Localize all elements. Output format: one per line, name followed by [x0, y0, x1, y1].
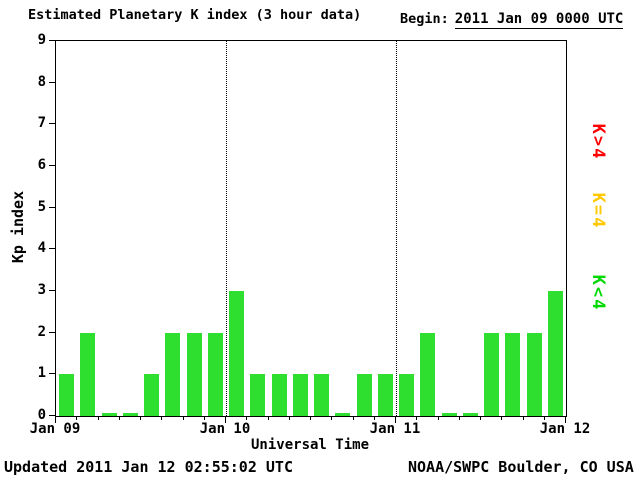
y-tick	[49, 206, 55, 208]
x-tick-label: Jan 12	[539, 421, 591, 437]
kp-bar	[526, 332, 542, 416]
kp-bar	[186, 332, 202, 416]
plot-area	[55, 40, 567, 417]
begin-value: 2011 Jan 09 0000 UTC	[454, 11, 624, 29]
x-tick-minor	[267, 417, 269, 420]
legend-k-lt-4: K<4	[588, 274, 608, 312]
x-tick-minor	[55, 417, 56, 420]
kp-bar	[441, 413, 457, 416]
x-axis-title: Universal Time	[250, 437, 370, 453]
kp-bar	[292, 374, 308, 416]
x-tick-minor	[373, 417, 375, 420]
kp-bar	[314, 374, 330, 416]
y-tick-label: 8	[37, 73, 46, 90]
kp-bar	[335, 413, 351, 416]
x-tick-label: Jan 09	[29, 421, 81, 437]
y-tick-label: 2	[37, 323, 46, 340]
y-tick-label: 1	[37, 365, 46, 382]
y-tick	[49, 331, 55, 333]
y-tick	[49, 40, 55, 41]
updated-timestamp: Updated 2011 Jan 12 02:55:02 UTC	[4, 458, 293, 476]
kp-bar	[462, 413, 478, 416]
kp-bar	[271, 374, 287, 416]
x-tick-minor	[543, 417, 545, 420]
kp-bar	[420, 332, 436, 416]
x-tick-minor	[161, 417, 163, 420]
y-tick	[49, 248, 55, 250]
x-tick-minor	[565, 417, 566, 420]
x-tick-major	[565, 417, 566, 423]
x-tick-minor	[118, 417, 120, 420]
kp-bar	[122, 413, 138, 416]
kp-bar	[547, 291, 563, 416]
kp-bar	[250, 374, 266, 416]
begin-timestamp: Begin: 2011 Jan 09 0000 UTC	[400, 11, 624, 29]
x-tick-minor	[97, 417, 99, 420]
x-tick-minor	[331, 417, 333, 420]
kp-bar	[165, 332, 181, 416]
kp-bar	[59, 374, 75, 416]
bars-layer	[56, 41, 566, 416]
y-axis-title: Kp index	[9, 190, 27, 264]
x-tick-minor	[395, 417, 396, 420]
x-tick-minor	[352, 417, 354, 420]
begin-label: Begin:	[400, 11, 449, 27]
kp-bar	[377, 374, 393, 416]
x-tick-major	[225, 417, 226, 423]
x-tick-minor	[437, 417, 439, 420]
x-tick-minor	[203, 417, 205, 420]
x-tick-major	[395, 417, 396, 423]
y-tick-label: 4	[37, 240, 46, 257]
y-tick	[49, 123, 55, 125]
x-tick-minor	[501, 417, 503, 420]
y-tick-label: 3	[37, 282, 46, 298]
y-tick-label: 6	[37, 157, 46, 173]
x-tick-major	[55, 417, 56, 423]
x-tick-minor	[225, 417, 226, 420]
kp-bar	[144, 374, 160, 416]
x-tick-minor	[246, 417, 248, 420]
x-tick-minor	[480, 417, 481, 420]
kp-bar	[80, 332, 96, 416]
y-tick-label: 7	[37, 115, 46, 132]
y-tick	[49, 81, 55, 83]
kp-bar	[484, 332, 500, 416]
y-tick	[49, 415, 55, 416]
x-tick-minor	[458, 417, 460, 420]
kp-bar	[101, 413, 117, 416]
kp-bar	[505, 332, 521, 416]
kp-bar	[207, 332, 223, 416]
x-tick-label: Jan 11	[369, 421, 421, 437]
kp-bar	[399, 374, 415, 416]
legend-k-gt-4: K>4	[588, 123, 608, 161]
x-tick-minor	[76, 417, 78, 420]
x-tick-minor	[522, 417, 524, 420]
legend-k-eq-4: K=4	[588, 192, 608, 230]
x-tick-minor	[416, 417, 418, 420]
chart-title: Estimated Planetary K index (3 hour data…	[28, 7, 362, 23]
y-tick-label: 9	[37, 32, 46, 48]
day-separator	[226, 41, 227, 416]
x-tick-minor	[140, 417, 141, 420]
y-tick-label: 0	[37, 407, 46, 423]
x-tick-minor	[310, 417, 311, 420]
y-tick	[49, 373, 55, 375]
source-credit: NOAA/SWPC Boulder, CO USA	[408, 458, 634, 476]
day-separator	[396, 41, 397, 416]
kp-bar	[356, 374, 372, 416]
y-tick	[49, 290, 55, 291]
y-tick	[49, 165, 55, 166]
x-tick-minor	[182, 417, 184, 420]
x-tick-label: Jan 10	[199, 421, 251, 437]
kp-bar	[229, 291, 245, 416]
y-tick-label: 5	[37, 198, 46, 215]
x-tick-minor	[288, 417, 290, 420]
